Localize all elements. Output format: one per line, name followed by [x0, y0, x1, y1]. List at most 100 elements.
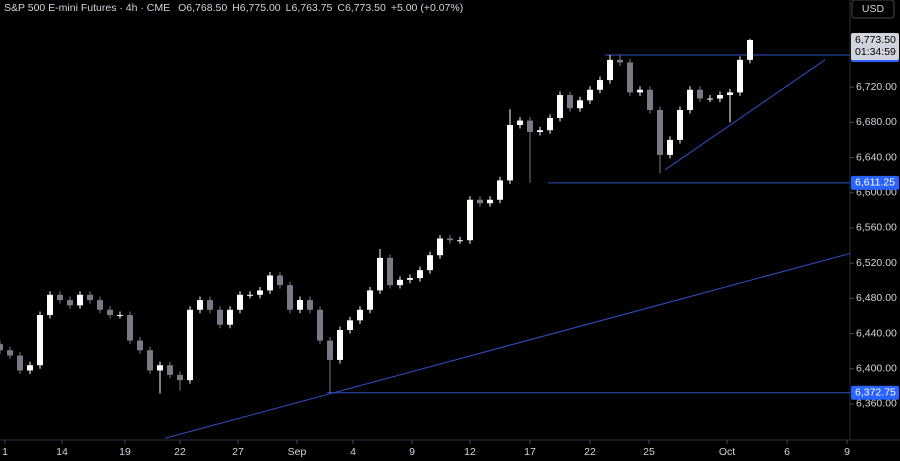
candle-body — [457, 240, 463, 242]
candle-body — [277, 275, 283, 286]
candle-body — [307, 300, 313, 310]
candle-body — [477, 199, 483, 204]
candle-body — [527, 120, 533, 132]
candle-body — [627, 62, 633, 93]
candle-body — [247, 294, 253, 296]
candle-body — [467, 199, 473, 241]
candle-body — [447, 238, 453, 241]
y-tick-label: 6,440.00 — [856, 327, 897, 339]
candle-body — [107, 309, 113, 316]
candle-body — [727, 92, 733, 96]
candle-body — [587, 89, 593, 101]
x-tick-label: Sep — [288, 446, 307, 458]
candle-body — [567, 95, 573, 109]
y-tick-label: 6,520.00 — [856, 257, 897, 269]
chart-title: S&P 500 E-mini Futures · 4h · CME — [4, 2, 170, 14]
candle-body — [717, 95, 723, 99]
candle-body — [437, 238, 443, 256]
candle-body — [7, 350, 13, 356]
currency-button[interactable] — [851, 0, 895, 19]
candle-body — [517, 120, 523, 125]
candle-body — [37, 315, 43, 366]
candle-body — [57, 294, 63, 301]
x-tick-label: 22 — [174, 446, 186, 458]
candle-body — [0, 344, 3, 351]
candle-body — [357, 309, 363, 321]
level-price-label: 6,611.25 — [855, 177, 895, 189]
y-tick-label: 6,680.00 — [856, 116, 897, 128]
candle-body — [677, 110, 683, 140]
ohlc-readout: L6,763.75 — [286, 2, 333, 14]
candle-body — [127, 315, 133, 341]
candle-body — [267, 275, 273, 291]
candle-body — [637, 89, 643, 93]
trendline — [164, 252, 851, 439]
candle-body — [77, 294, 83, 306]
x-tick-label: 27 — [232, 446, 244, 458]
candle-body — [327, 340, 333, 360]
candle-body — [577, 100, 583, 109]
last-price-tag — [851, 33, 899, 61]
y-tick-label: 6,360.00 — [856, 398, 897, 410]
candle-body — [67, 300, 73, 306]
trendline — [664, 59, 826, 171]
ohlc-readout: H6,775.00 — [232, 2, 281, 14]
x-tick-label: 25 — [643, 446, 655, 458]
candle-body — [157, 365, 163, 371]
candle-body — [537, 130, 543, 132]
x-tick-label: 14 — [56, 446, 68, 458]
x-tick-label: 12 — [464, 446, 476, 458]
candle-body — [187, 309, 193, 381]
candle-body — [607, 59, 613, 81]
candle-body — [737, 59, 743, 93]
candle-body — [387, 257, 393, 286]
level-price-tag — [851, 385, 899, 400]
x-tick-label: 9 — [844, 446, 850, 458]
level-price-label: 6,372.75 — [855, 386, 896, 398]
candle-body — [747, 40, 753, 60]
candle-body — [657, 110, 663, 155]
candle-body — [347, 320, 353, 330]
ohlc-readout: C6,773.50 — [337, 2, 386, 14]
candle-body — [167, 365, 173, 375]
ohlc-readout: +5.00 (+0.07%) — [391, 2, 463, 14]
y-tick-label: 6,480.00 — [856, 292, 897, 304]
x-tick-label: 4 — [350, 446, 356, 458]
candle-body — [227, 309, 233, 325]
candle-body — [397, 279, 403, 286]
x-tick-label: 1 — [2, 446, 8, 458]
candle-body — [317, 309, 323, 341]
candle-body — [97, 300, 103, 310]
candle-body — [687, 89, 693, 110]
candle-body — [217, 309, 223, 325]
candle-body — [147, 350, 153, 371]
currency[interactable]: USD — [862, 3, 885, 15]
x-tick-label: Oct — [719, 446, 735, 458]
candle-body — [197, 300, 203, 310]
candle-body — [257, 290, 263, 295]
countdown: 01:34:59 — [855, 46, 896, 58]
last-price-label: 6,773.50 — [855, 34, 896, 46]
candle-body — [117, 315, 123, 317]
candle-body — [707, 98, 713, 100]
candle-body — [487, 199, 493, 204]
x-tick-label: 22 — [584, 446, 596, 458]
candle-body — [547, 117, 553, 131]
ohlc-readout: O6,768.50 — [178, 2, 227, 14]
y-tick-label: 6,720.00 — [856, 81, 897, 93]
level-price-tag — [851, 175, 899, 190]
candle-body — [337, 330, 343, 360]
candle-body — [427, 255, 433, 271]
y-tick-label: 6,560.00 — [856, 222, 897, 234]
candle-body — [507, 124, 513, 181]
candle-body — [557, 95, 563, 118]
candle-body — [497, 180, 503, 200]
candle-body — [377, 257, 383, 291]
candle-body — [177, 374, 183, 381]
y-tick-label: 6,640.00 — [856, 151, 897, 163]
y-tick-label: 6,400.00 — [856, 363, 897, 375]
candle-body — [367, 290, 373, 310]
x-tick-label: 17 — [524, 446, 536, 458]
